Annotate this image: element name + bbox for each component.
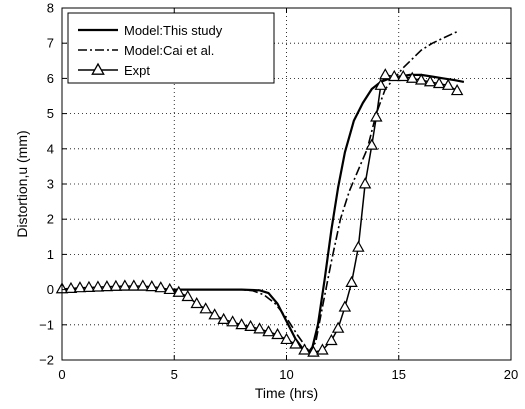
x-tick-label: 20 bbox=[504, 367, 518, 382]
series-point-expt bbox=[388, 69, 401, 82]
y-tick-label: 1 bbox=[47, 247, 54, 262]
series-point-expt bbox=[307, 345, 320, 357]
series-point-expt bbox=[100, 280, 114, 292]
series-point-expt bbox=[91, 280, 105, 292]
grid bbox=[62, 8, 511, 360]
series-point-expt bbox=[358, 177, 372, 189]
y-tick-label: 6 bbox=[47, 71, 54, 86]
series-point-expt bbox=[379, 68, 392, 80]
series-point-expt bbox=[163, 282, 177, 295]
ticks: 0 5 10 15 20 −2 −1 0 1 2 3 4 5 6 7 8 bbox=[39, 1, 518, 383]
y-tick-label: 7 bbox=[47, 36, 54, 51]
series-point-expt bbox=[199, 302, 212, 314]
series-point-expt bbox=[73, 281, 87, 293]
y-tick-label: −2 bbox=[39, 353, 54, 368]
series-point-expt bbox=[118, 279, 132, 291]
y-tick-label: −1 bbox=[39, 317, 54, 332]
series-point-expt bbox=[441, 78, 455, 90]
y-tick-label: 4 bbox=[47, 141, 54, 156]
series-point-expt bbox=[331, 321, 345, 333]
series-point-expt bbox=[370, 110, 383, 122]
series-point-expt bbox=[172, 285, 185, 297]
series-point-expt bbox=[64, 281, 78, 293]
series-point-expt bbox=[325, 333, 338, 346]
series-point-expt bbox=[423, 75, 437, 87]
series-point-expt bbox=[181, 289, 194, 302]
series-point-expt bbox=[271, 327, 284, 340]
series-point-expt bbox=[154, 281, 168, 293]
y-tick-label: 2 bbox=[47, 212, 54, 227]
series-point-expt bbox=[298, 343, 311, 355]
legend-label-model-cai: Model:Cai et al. bbox=[124, 43, 214, 58]
series-point-expt bbox=[432, 76, 446, 89]
x-tick-label: 10 bbox=[279, 367, 293, 382]
series-point-expt bbox=[226, 315, 239, 327]
legend-label-expt: Expt bbox=[124, 63, 150, 78]
series-point-expt bbox=[109, 279, 123, 291]
series-point-expt bbox=[289, 337, 302, 349]
series-point-expt bbox=[208, 308, 221, 320]
x-tick-label: 5 bbox=[171, 367, 178, 382]
series-point-expt bbox=[127, 279, 141, 291]
series-point-expt bbox=[235, 318, 248, 330]
series-point-expt bbox=[136, 279, 150, 291]
series-point-expt bbox=[365, 138, 379, 150]
legend: Model:This study Model:Cai et al. Expt bbox=[67, 12, 275, 84]
legend-marker-triangle-icon bbox=[91, 62, 105, 75]
series-line-model-cai-et-al bbox=[62, 30, 460, 353]
series-point-expt bbox=[345, 275, 358, 288]
series-point-expt bbox=[190, 296, 203, 309]
series-point-expt bbox=[374, 78, 388, 90]
series-point-expt bbox=[352, 240, 365, 252]
legend-entry-model-this-study: Model:This study bbox=[78, 23, 223, 38]
legend-label-model-this-study: Model:This study bbox=[124, 23, 223, 38]
series-point-expt bbox=[244, 319, 257, 332]
series-point-expt bbox=[280, 332, 293, 345]
series-point-expt bbox=[405, 71, 419, 83]
y-axis-label: Distortion,u (mm) bbox=[14, 130, 30, 237]
series-point-expt bbox=[253, 322, 266, 334]
series-layer bbox=[55, 30, 465, 357]
series-point-expt bbox=[262, 325, 275, 337]
y-tick-label: 8 bbox=[47, 1, 54, 16]
legend-entry-expt: Expt bbox=[78, 62, 150, 78]
x-tick-label: 0 bbox=[58, 367, 65, 382]
series-point-expt bbox=[316, 343, 329, 355]
series-point-expt bbox=[338, 300, 352, 312]
y-tick-label: 5 bbox=[47, 106, 54, 121]
y-tick-label: 3 bbox=[47, 177, 54, 192]
series-point-expt bbox=[145, 280, 159, 292]
legend-entry-model-cai: Model:Cai et al. bbox=[78, 43, 214, 58]
y-tick-label: 0 bbox=[47, 282, 54, 297]
x-tick-label: 15 bbox=[392, 367, 406, 382]
series-point-expt bbox=[82, 280, 96, 292]
series-point-expt bbox=[396, 69, 410, 82]
series-point-expt bbox=[217, 312, 230, 324]
series-point-expt bbox=[450, 83, 464, 96]
series-point-expt bbox=[414, 73, 428, 85]
x-axis-label: Time (hrs) bbox=[255, 385, 318, 401]
